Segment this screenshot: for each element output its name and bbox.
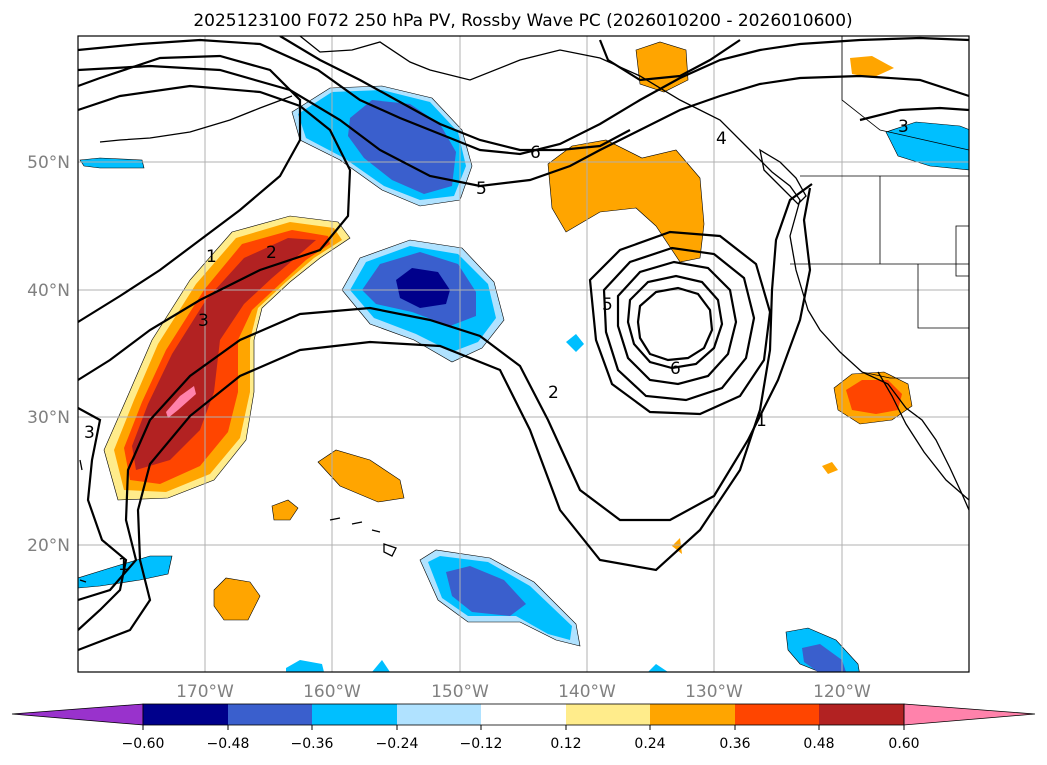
positive-anomaly-west-darkred	[132, 238, 316, 470]
contour-label-c3-ne: 3	[898, 117, 909, 137]
state-borders	[790, 36, 969, 329]
contour-low-2	[602, 246, 756, 402]
colorbar-label-9: 0.48	[803, 736, 834, 752]
latitude-axis: 50°N 40°N 30°N 20°N	[27, 153, 70, 556]
contour-label-c3-west: 3	[198, 311, 209, 331]
figure-title: 2025123100 F072 250 hPa PV, Rossby Wave …	[193, 11, 852, 31]
lat-label-40n: 40°N	[27, 281, 70, 301]
colorbar-ticks	[142, 725, 905, 730]
contour-low-outer	[588, 230, 772, 416]
negative-anomaly-bottom-3	[648, 664, 668, 672]
gridlines	[78, 36, 969, 672]
contour-low-5	[636, 286, 714, 362]
colorbar-segment-1	[143, 704, 228, 725]
contour-low-3	[616, 260, 738, 386]
contour-ne-3	[859, 106, 969, 122]
hawaii-islands	[329, 517, 397, 557]
contour-5-top	[78, 64, 969, 188]
negative-anomaly-central-navy	[396, 268, 450, 308]
lon-label-130w: 130°W	[685, 682, 743, 702]
colorbar-segment-9	[819, 704, 904, 725]
negative-anomaly-south-blue	[446, 566, 526, 616]
contour-2-west	[78, 84, 352, 381]
colorbar-label-10: 0.60	[888, 736, 919, 752]
alaska-islands	[99, 95, 293, 143]
colorbar-segment-5	[481, 704, 566, 725]
west-islands	[79, 459, 87, 583]
positive-anomaly-west-pink	[166, 386, 196, 418]
contour-label-c5-low: 5	[602, 295, 613, 315]
contour-label-c4-north: 4	[716, 129, 727, 149]
contour-label-c6-low: 6	[670, 359, 681, 379]
contour-3-west	[78, 407, 128, 631]
colorbar-segment-4	[397, 704, 481, 725]
contour-ne-closed	[598, 39, 741, 82]
contour-label-c5-north: 5	[476, 179, 487, 199]
north-america-coast	[299, 36, 969, 511]
pv-contours	[78, 36, 969, 652]
negative-anomaly-southeast-blue	[802, 644, 846, 672]
lon-label-140w: 140°W	[558, 682, 616, 702]
negative-anomaly-northeast	[885, 121, 969, 171]
contour-label-c2-west: 2	[266, 243, 277, 263]
colorbar-label-6: 0.12	[550, 736, 581, 752]
colorbar-label-3: −0.36	[291, 736, 334, 752]
positive-anomaly-baja-dot	[822, 462, 838, 474]
colorbar-extend-high	[903, 703, 1036, 726]
positive-anomaly-small-1	[271, 499, 299, 521]
colorbar-label-7: 0.24	[634, 736, 665, 752]
vancouver-island	[759, 148, 807, 205]
contour-label-c6-north: 6	[530, 143, 541, 163]
colorbar-segment-7	[650, 704, 735, 725]
contour-label-c1-edge: 1	[118, 555, 129, 575]
lon-label-160w: 160°W	[303, 682, 361, 702]
contour-6-top	[279, 36, 631, 152]
colorbar-label-2: −0.48	[207, 736, 250, 752]
contour-labels: 1 2 3 3 1 6 5 4 3 5 6 2 1	[84, 117, 909, 575]
baja-coast	[877, 371, 969, 501]
negative-anomaly-west-edge	[79, 157, 145, 169]
lon-label-120w: 120°W	[813, 682, 871, 702]
colorbar-segment-6	[566, 704, 650, 725]
colorbar-segment-8	[735, 704, 819, 725]
positive-anomaly-subtropical	[317, 449, 405, 503]
contour-label-c3-edge: 3	[84, 423, 95, 443]
colorbar-label-5: −0.12	[460, 736, 503, 752]
plot-contents: 1 2 3 3 1 6 5 4 3 5 6 2 1	[78, 36, 969, 672]
coastlines	[79, 36, 969, 583]
contour-label-c2-mid: 2	[548, 383, 559, 403]
contour-1-south	[78, 187, 812, 602]
colorbar-label-8: 0.36	[719, 736, 750, 752]
lat-label-50n: 50°N	[27, 153, 70, 173]
positive-anomaly-canada	[850, 56, 894, 78]
lat-label-20n: 20°N	[27, 536, 70, 556]
negative-anomaly-north-blue	[348, 100, 456, 194]
lon-label-150w: 150°W	[431, 682, 489, 702]
negative-anomaly-bottom-1	[286, 660, 324, 672]
negative-anomaly-tiny	[566, 334, 584, 352]
contour-label-c1-west: 1	[206, 247, 217, 267]
colorbar-label-1: −0.60	[122, 736, 165, 752]
colorbar: −0.60 −0.48 −0.36 −0.24 −0.12 0.12 0.24 …	[11, 703, 1036, 752]
plot-frame	[77, 35, 970, 673]
colorbar-frame	[142, 703, 905, 726]
colorbar-segment-3	[312, 704, 397, 725]
negative-anomaly-bottom-2	[372, 660, 390, 672]
contour-1-west	[78, 54, 302, 323]
contour-label-c1-east: 1	[756, 411, 767, 431]
colorbar-label-4: −0.24	[376, 736, 419, 752]
mexico-border	[861, 371, 969, 379]
positive-anomaly-small-2	[213, 577, 261, 621]
colorbar-extend-low	[11, 703, 144, 726]
longitude-axis: 170°W 160°W 150°W 140°W 130°W 120°W	[176, 682, 871, 702]
colorbar-segment-2	[228, 704, 312, 725]
contour-low-4	[626, 274, 724, 370]
lat-label-30n: 30°N	[27, 408, 70, 428]
lon-label-170w: 170°W	[176, 682, 234, 702]
contour-2-mid	[78, 183, 813, 652]
